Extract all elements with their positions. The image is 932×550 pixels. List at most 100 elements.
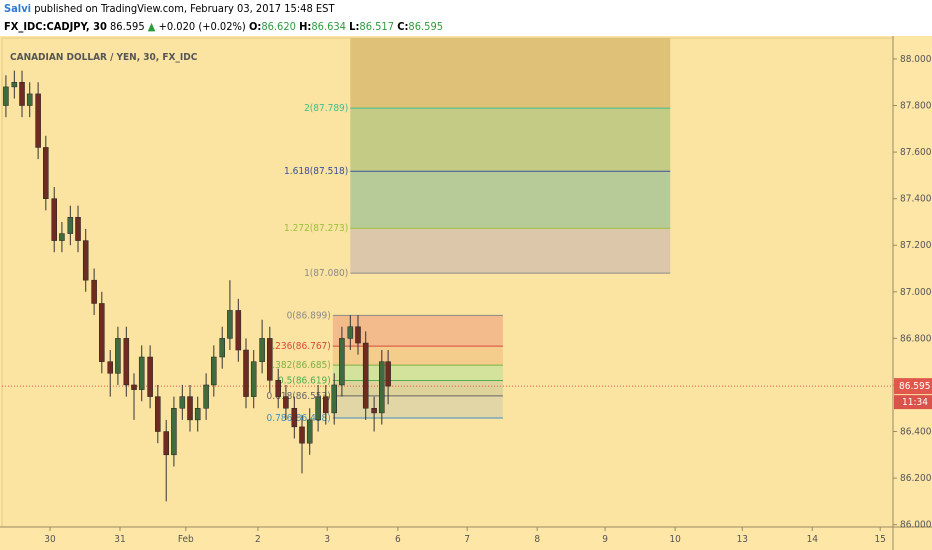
candle-body bbox=[99, 303, 105, 362]
candle-body bbox=[235, 310, 242, 351]
y-tick-label: 86.800 bbox=[900, 333, 932, 344]
x-tick-label: 10 bbox=[669, 534, 681, 545]
candle-body bbox=[138, 356, 145, 390]
candle-body bbox=[275, 380, 281, 397]
fib-label: 0.5(86.619) bbox=[278, 376, 331, 387]
fib-band bbox=[350, 171, 671, 229]
candle-body bbox=[51, 198, 57, 241]
last-price-box bbox=[894, 378, 932, 395]
y-tick-label: 87.400 bbox=[900, 194, 932, 205]
y-tick-label: 86.200 bbox=[900, 473, 932, 484]
published: published on TradingView.com, February 0… bbox=[34, 2, 335, 15]
candle-body bbox=[283, 396, 289, 409]
fib-label: 0.236(86.767) bbox=[267, 341, 331, 352]
symbol: FX_IDC:CADJPY, 30 bbox=[4, 20, 107, 33]
fib-label: 0.618(86.553) bbox=[267, 391, 331, 402]
fib-label: 1.618(87.518) bbox=[284, 166, 348, 177]
y-tick-label: 87.000 bbox=[900, 287, 932, 298]
candle-body bbox=[11, 81, 18, 88]
candle-body bbox=[59, 233, 65, 241]
candle-body bbox=[379, 361, 385, 414]
candle-body bbox=[323, 396, 329, 414]
candle-body bbox=[194, 407, 201, 421]
candle-body bbox=[155, 396, 161, 432]
candle-body bbox=[107, 361, 113, 374]
candle-body bbox=[26, 93, 33, 106]
fib-label: 1.272(87.273) bbox=[284, 223, 348, 234]
l: 86.517 bbox=[359, 20, 395, 33]
fib-band bbox=[332, 346, 503, 366]
x-tick-label: Feb bbox=[178, 534, 194, 545]
y-tick-label: 87.800 bbox=[900, 101, 932, 112]
candle-body bbox=[347, 326, 354, 339]
h: 86.634 bbox=[311, 20, 346, 33]
fib-band bbox=[332, 395, 503, 419]
candle-body bbox=[163, 431, 169, 456]
arrow: ▲ bbox=[147, 20, 156, 33]
candle-body bbox=[211, 356, 217, 386]
chart-title: CANADIAN DOLLAR / YEN, 30, FX_IDC bbox=[10, 52, 198, 63]
x-tick-label: 3 bbox=[324, 534, 330, 545]
candle-body bbox=[371, 407, 377, 414]
candle-body bbox=[3, 86, 9, 106]
candle-body bbox=[187, 396, 193, 421]
candle-body bbox=[19, 81, 25, 106]
fib-band bbox=[350, 108, 671, 172]
fib-band bbox=[332, 315, 503, 347]
x-tick-label: 6 bbox=[395, 534, 401, 545]
candle-body bbox=[385, 361, 391, 387]
header: Salvi published on TradingView.com, Febr… bbox=[0, 0, 932, 36]
chart: CANADIAN DOLLAR / YEN, 30, FX_IDC 86.000 8… bbox=[0, 36, 932, 550]
candle-body bbox=[306, 419, 313, 444]
x-tick-label: 30 bbox=[44, 534, 56, 545]
fib-label: 0.382(86.685) bbox=[267, 360, 331, 371]
l-label: L: bbox=[349, 20, 360, 33]
fib-band bbox=[332, 365, 503, 381]
candle-body bbox=[67, 217, 74, 234]
candle-body bbox=[115, 338, 121, 374]
candle-body bbox=[35, 93, 41, 148]
quote-line: FX_IDC:CADJPY, 30 86.595 ▲ +0.020 (+0.02… bbox=[0, 18, 932, 36]
candle-body bbox=[331, 384, 337, 414]
y-tick-label: 86.000 bbox=[900, 520, 932, 531]
candle-body bbox=[267, 338, 273, 381]
h-label: H: bbox=[299, 20, 312, 33]
candle-body bbox=[123, 338, 130, 386]
x-tick-label: 2 bbox=[255, 534, 261, 545]
candle-body bbox=[147, 356, 153, 397]
last-price-label: 86.595 bbox=[899, 381, 930, 392]
candle-body bbox=[243, 349, 249, 397]
candle-body bbox=[203, 384, 209, 409]
change: +0.020 (+0.02%) bbox=[158, 20, 246, 33]
candle-body bbox=[250, 361, 257, 397]
y-tick-label: 86.400 bbox=[900, 427, 932, 438]
countdown: 11:34 bbox=[902, 397, 928, 408]
candle-body bbox=[227, 310, 233, 339]
candle-body bbox=[299, 426, 305, 444]
y-tick-label: 88.000 bbox=[900, 54, 932, 65]
candle-body bbox=[219, 338, 225, 358]
fib-label: 1(87.080) bbox=[304, 268, 348, 279]
y-tick-label: 87.200 bbox=[900, 240, 932, 251]
author[interactable]: Salvi bbox=[4, 2, 32, 15]
candle-body bbox=[355, 326, 361, 344]
candle-body bbox=[131, 384, 137, 390]
candle-body bbox=[362, 342, 369, 409]
candle-body bbox=[91, 279, 97, 304]
candle-body bbox=[259, 338, 265, 362]
x-tick-label: 31 bbox=[114, 534, 125, 545]
x-tick-label: 13 bbox=[737, 534, 748, 545]
candle-body bbox=[75, 217, 81, 241]
fib-label: 2(87.789) bbox=[304, 103, 348, 114]
y-tick-label: 87.600 bbox=[900, 147, 932, 158]
candle-body bbox=[82, 240, 89, 281]
o: 86.620 bbox=[261, 20, 296, 33]
candle-body bbox=[43, 147, 49, 199]
candle-body bbox=[315, 396, 321, 421]
x-tick-label: 9 bbox=[602, 534, 608, 545]
x-tick-label: 8 bbox=[534, 534, 540, 545]
c: 86.595 bbox=[408, 20, 444, 33]
fib-label: 0(86.899) bbox=[287, 310, 331, 321]
c-label: C: bbox=[397, 20, 409, 33]
